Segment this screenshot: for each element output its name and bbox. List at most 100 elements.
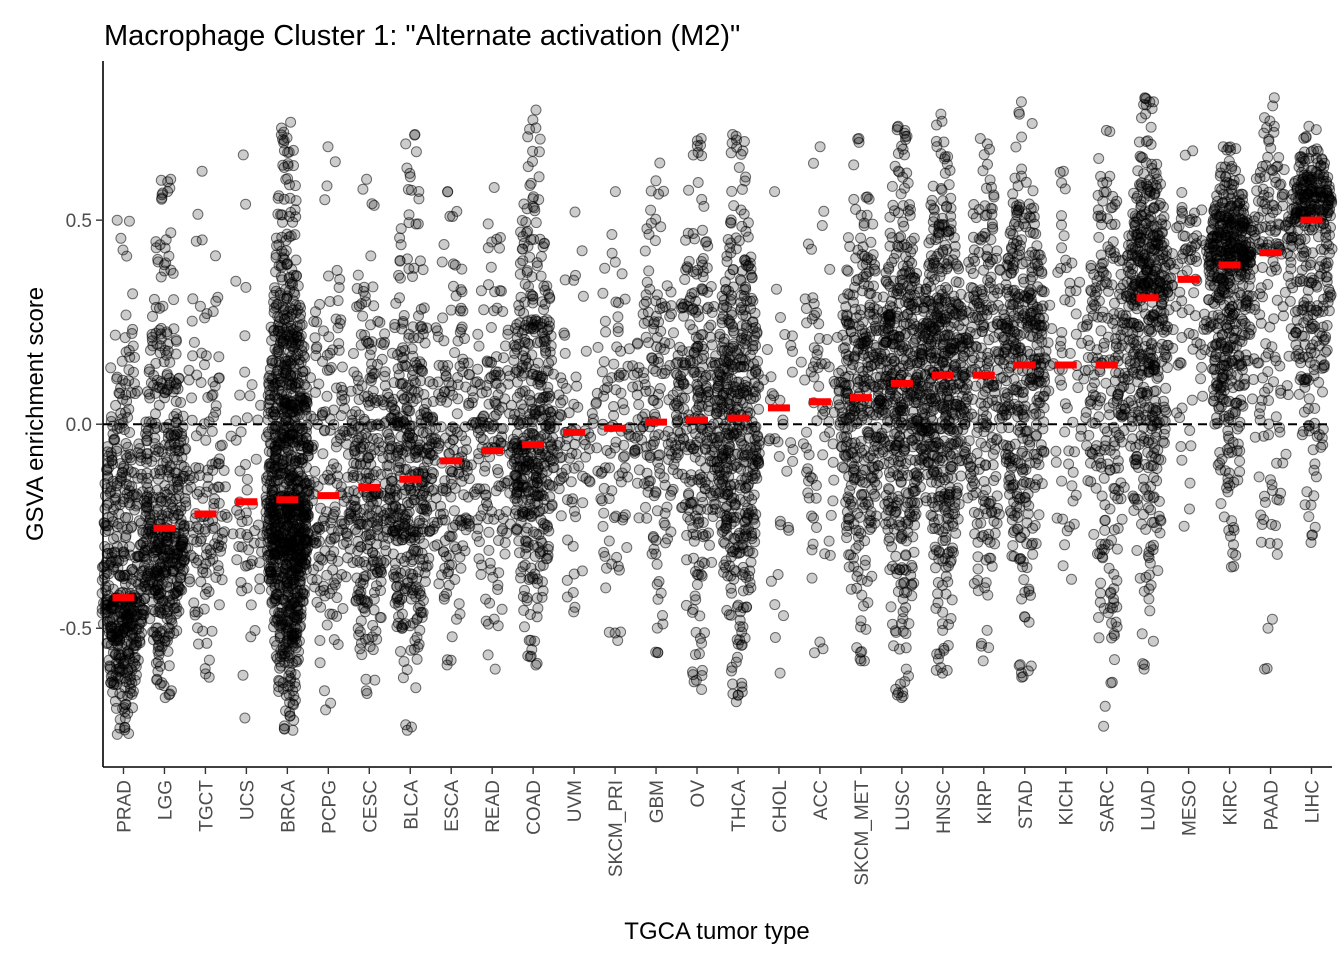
- point: [544, 456, 556, 467]
- point: [345, 385, 357, 397]
- point: [631, 389, 643, 401]
- point: [488, 182, 500, 193]
- point: [367, 498, 379, 509]
- point: [120, 407, 131, 418]
- point: [311, 596, 323, 608]
- point: [451, 613, 462, 625]
- point: [439, 562, 451, 574]
- point: [149, 606, 161, 618]
- point: [524, 609, 536, 620]
- point: [426, 438, 438, 450]
- point: [659, 519, 671, 531]
- point: [650, 175, 662, 187]
- point: [665, 308, 677, 320]
- point: [389, 522, 400, 534]
- point: [692, 177, 704, 188]
- point: [530, 471, 542, 483]
- category-points-brca: [260, 116, 315, 736]
- point: [598, 356, 610, 368]
- point: [633, 399, 645, 411]
- point: [273, 239, 285, 251]
- point: [360, 685, 372, 697]
- point: [601, 382, 613, 394]
- point: [696, 150, 708, 162]
- point: [641, 512, 653, 524]
- point: [488, 305, 500, 317]
- point: [544, 390, 556, 402]
- point: [429, 540, 441, 552]
- point: [394, 272, 406, 284]
- point: [650, 646, 662, 658]
- point: [438, 590, 450, 602]
- point: [269, 428, 281, 440]
- point: [428, 468, 439, 480]
- point: [632, 443, 644, 455]
- point: [697, 224, 708, 236]
- point: [120, 438, 132, 449]
- point: [298, 547, 310, 559]
- point: [201, 637, 213, 649]
- point: [307, 439, 319, 451]
- point: [693, 648, 705, 660]
- point: [314, 298, 326, 310]
- point: [329, 501, 341, 513]
- point: [570, 448, 582, 460]
- point: [357, 310, 369, 322]
- point: [156, 509, 168, 521]
- point: [511, 478, 523, 490]
- point: [522, 537, 534, 548]
- point: [472, 514, 483, 526]
- point: [356, 518, 368, 530]
- point: [488, 613, 500, 625]
- point: [165, 445, 177, 457]
- point: [477, 434, 489, 446]
- point: [379, 370, 391, 382]
- point: [702, 480, 714, 492]
- point: [284, 664, 296, 676]
- point: [197, 492, 209, 504]
- point: [698, 200, 710, 212]
- point: [124, 427, 136, 438]
- point: [357, 285, 369, 297]
- point: [284, 192, 296, 204]
- point: [127, 340, 139, 352]
- point: [354, 421, 366, 432]
- point: [413, 186, 425, 197]
- point: [441, 654, 453, 666]
- point: [683, 488, 695, 499]
- point: [399, 520, 411, 532]
- point: [227, 528, 239, 540]
- point: [400, 618, 412, 630]
- point: [493, 509, 505, 521]
- point: [358, 556, 370, 568]
- point: [698, 343, 710, 355]
- point: [170, 335, 182, 347]
- point: [245, 599, 257, 611]
- point: [332, 295, 344, 307]
- point: [655, 342, 666, 354]
- point: [640, 501, 651, 513]
- point: [632, 367, 643, 379]
- point: [123, 215, 135, 227]
- point: [604, 447, 616, 459]
- point: [398, 416, 410, 428]
- point: [592, 465, 604, 477]
- point: [485, 322, 497, 333]
- point: [555, 410, 567, 421]
- point: [374, 611, 386, 623]
- point: [689, 590, 701, 602]
- point: [523, 281, 534, 293]
- point: [365, 375, 377, 387]
- point: [679, 274, 691, 285]
- point: [597, 520, 609, 532]
- point: [404, 167, 416, 179]
- point: [745, 556, 757, 568]
- point: [696, 637, 708, 649]
- point: [191, 521, 203, 533]
- point: [125, 663, 137, 674]
- point: [639, 245, 651, 257]
- point: [272, 208, 284, 220]
- point: [562, 494, 573, 506]
- point: [392, 447, 404, 459]
- point: [106, 455, 118, 467]
